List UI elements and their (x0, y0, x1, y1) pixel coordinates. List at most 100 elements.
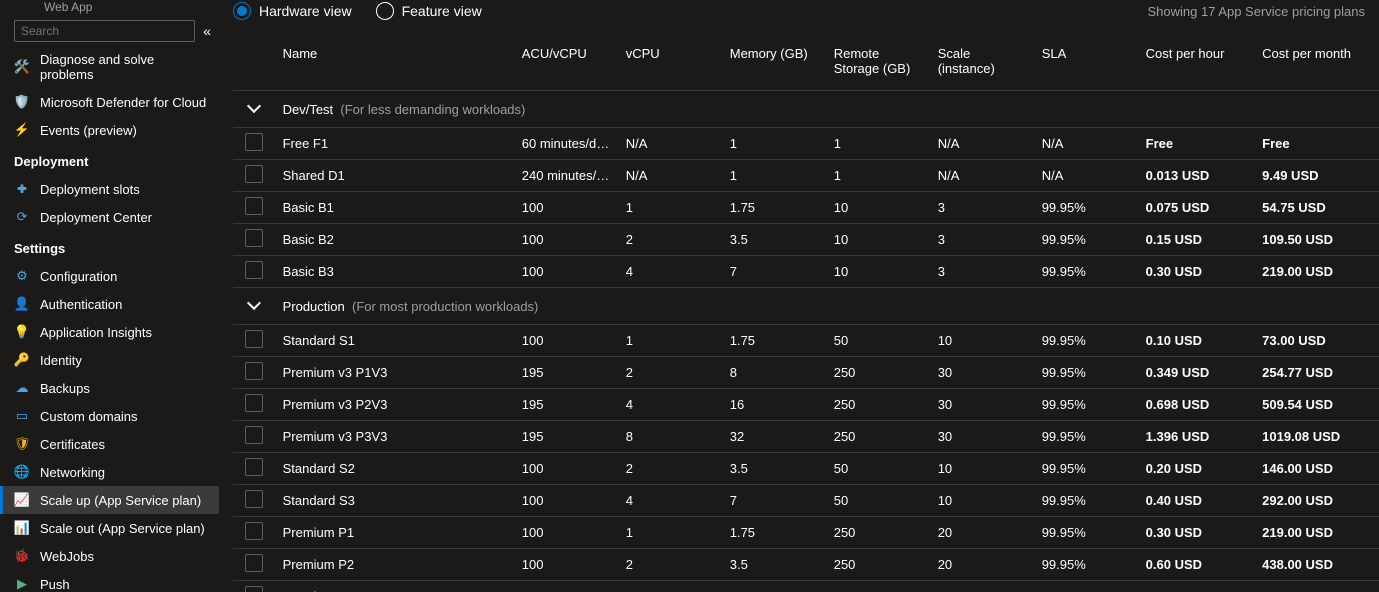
row-checkbox[interactable] (245, 197, 263, 215)
row-checkbox[interactable] (245, 394, 263, 412)
table-row[interactable]: Shared D1 240 minutes/da… N/A 1 1 N/A N/… (233, 160, 1379, 192)
cell-hour: 0.30 USD (1138, 517, 1254, 549)
cell-acu: 100 (514, 517, 618, 549)
row-checkbox[interactable] (245, 330, 263, 348)
cell-storage: 250 (826, 389, 930, 421)
row-checkbox[interactable] (245, 522, 263, 540)
cell-month: 219.00 USD (1254, 256, 1379, 288)
sidebar-item[interactable]: ⚙Configuration (0, 262, 219, 290)
sidebar-item[interactable]: 📊Scale out (App Service plan) (0, 514, 219, 542)
col-name[interactable]: Name (275, 38, 514, 91)
cell-month: 219.00 USD (1254, 517, 1379, 549)
col-storage[interactable]: Remote Storage (GB) (826, 38, 930, 91)
cell-acu: 100 (514, 581, 618, 592)
row-checkbox[interactable] (245, 229, 263, 247)
cell-storage: 10 (826, 224, 930, 256)
sidebar-item[interactable]: ▭ Custom domains (0, 402, 219, 430)
table-row[interactable]: Basic B2 100 2 3.5 10 3 99.95% 0.15 USD … (233, 224, 1379, 256)
sidebar-item[interactable]: 💡Application Insights (0, 318, 219, 346)
table-row[interactable]: Premium v3 P2V3 195 4 16 250 30 99.95% 0… (233, 389, 1379, 421)
sidebar-item[interactable]: 🐞WebJobs (0, 542, 219, 570)
cell-scale: N/A (930, 160, 1034, 192)
row-checkbox[interactable] (245, 490, 263, 508)
sidebar-item[interactable]: 🛠️Diagnose and solve problems (0, 46, 219, 88)
cell-month: 146.00 USD (1254, 453, 1379, 485)
breadcrumb-sub: Web App (0, 0, 219, 16)
row-checkbox[interactable] (245, 458, 263, 476)
nav-icon: ▭ (14, 408, 30, 424)
sidebar-item[interactable]: ▶Push (0, 570, 219, 592)
table-row[interactable]: Free F1 60 minutes/day… N/A 1 1 N/A N/A … (233, 128, 1379, 160)
sidebar-item[interactable]: 🛡Certificates (0, 430, 219, 458)
col-month[interactable]: Cost per month (1254, 38, 1379, 91)
row-checkbox[interactable] (245, 586, 263, 592)
sidebar-item[interactable]: ☁Backups (0, 374, 219, 402)
col-mem[interactable]: Memory (GB) (722, 38, 826, 91)
table-row[interactable]: Basic B1 100 1 1.75 10 3 99.95% 0.075 US… (233, 192, 1379, 224)
cell-acu: 100 (514, 256, 618, 288)
table-row[interactable]: Premium P3 100 4 7 250 20 99.95% 1.20 US… (233, 581, 1379, 592)
table-row[interactable]: Premium P1 100 1 1.75 250 20 99.95% 0.30… (233, 517, 1379, 549)
cell-month: 292.00 USD (1254, 485, 1379, 517)
row-checkbox[interactable] (245, 362, 263, 380)
cell-acu: 195 (514, 357, 618, 389)
cell-acu: 240 minutes/da… (514, 160, 618, 192)
nav-icon: 🔑 (14, 352, 30, 368)
row-checkbox[interactable] (245, 261, 263, 279)
cell-storage: 250 (826, 421, 930, 453)
table-row[interactable]: Standard S1 100 1 1.75 50 10 99.95% 0.10… (233, 325, 1379, 357)
table-row[interactable]: Standard S3 100 4 7 50 10 99.95% 0.40 US… (233, 485, 1379, 517)
group-header-row[interactable]: Dev/Test (For less demanding workloads) (233, 91, 1379, 128)
nav-icon: ▶ (14, 576, 30, 592)
cell-scale: 10 (930, 453, 1034, 485)
row-checkbox[interactable] (245, 426, 263, 444)
sidebar-item[interactable]: ⟳ Deployment Center (0, 203, 219, 231)
nav-icon: ⟳ (14, 209, 30, 225)
col-acu[interactable]: ACU/vCPU (514, 38, 618, 91)
cell-sla: 99.95% (1034, 389, 1138, 421)
row-checkbox[interactable] (245, 165, 263, 183)
col-vcpu[interactable]: vCPU (618, 38, 722, 91)
nav-label: Deployment slots (40, 182, 140, 197)
sidebar-item[interactable]: 🛡️Microsoft Defender for Cloud (0, 88, 219, 116)
nav-icon: 🛡️ (14, 94, 30, 110)
table-row[interactable]: Standard S2 100 2 3.5 50 10 99.95% 0.20 … (233, 453, 1379, 485)
radio-feature-view[interactable]: Feature view (376, 2, 482, 20)
cell-month: 509.54 USD (1254, 389, 1379, 421)
sidebar-item[interactable]: 🔑Identity (0, 346, 219, 374)
nav-label: Custom domains (40, 409, 138, 424)
nav-icon: ⚙ (14, 268, 30, 284)
sidebar-item[interactable]: 👤Authentication (0, 290, 219, 318)
cell-vcpu: 8 (618, 421, 722, 453)
col-hour[interactable]: Cost per hour (1138, 38, 1254, 91)
sidebar-item[interactable]: 🌐Networking (0, 458, 219, 486)
cell-acu: 195 (514, 389, 618, 421)
cell-vcpu: 4 (618, 256, 722, 288)
row-checkbox[interactable] (245, 554, 263, 572)
cell-acu: 100 (514, 224, 618, 256)
group-header-row[interactable]: Production (For most production workload… (233, 288, 1379, 325)
sidebar-item[interactable]: 🞧Deployment slots (0, 175, 219, 203)
cell-sla: 99.95% (1034, 485, 1138, 517)
nav-icon: 🌐 (14, 464, 30, 480)
sidebar-item[interactable]: 📈Scale up (App Service plan) (0, 486, 219, 514)
radio-hardware-view[interactable]: Hardware view (233, 2, 352, 20)
sidebar-item[interactable]: ⚡Events (preview) (0, 116, 219, 144)
row-checkbox[interactable] (245, 133, 263, 151)
table-row[interactable]: Premium v3 P3V3 195 8 32 250 30 99.95% 1… (233, 421, 1379, 453)
table-row[interactable]: Premium v3 P1V3 195 2 8 250 30 99.95% 0.… (233, 357, 1379, 389)
cell-hour: 0.349 USD (1138, 357, 1254, 389)
search-input[interactable] (14, 20, 195, 42)
collapse-sidebar-icon[interactable]: « (203, 23, 211, 39)
chevron-down-icon (247, 296, 261, 310)
table-row[interactable]: Basic B3 100 4 7 10 3 99.95% 0.30 USD 21… (233, 256, 1379, 288)
nav-label: Deployment Center (40, 210, 152, 225)
cell-name: Standard S2 (275, 453, 514, 485)
cell-month: Free (1254, 128, 1379, 160)
col-scale[interactable]: Scale (instance) (930, 38, 1034, 91)
col-sla[interactable]: SLA (1034, 38, 1138, 91)
cell-hour: 0.40 USD (1138, 485, 1254, 517)
cell-hour: 0.30 USD (1138, 256, 1254, 288)
table-row[interactable]: Premium P2 100 2 3.5 250 20 99.95% 0.60 … (233, 549, 1379, 581)
nav-icon: ☁ (14, 380, 30, 396)
